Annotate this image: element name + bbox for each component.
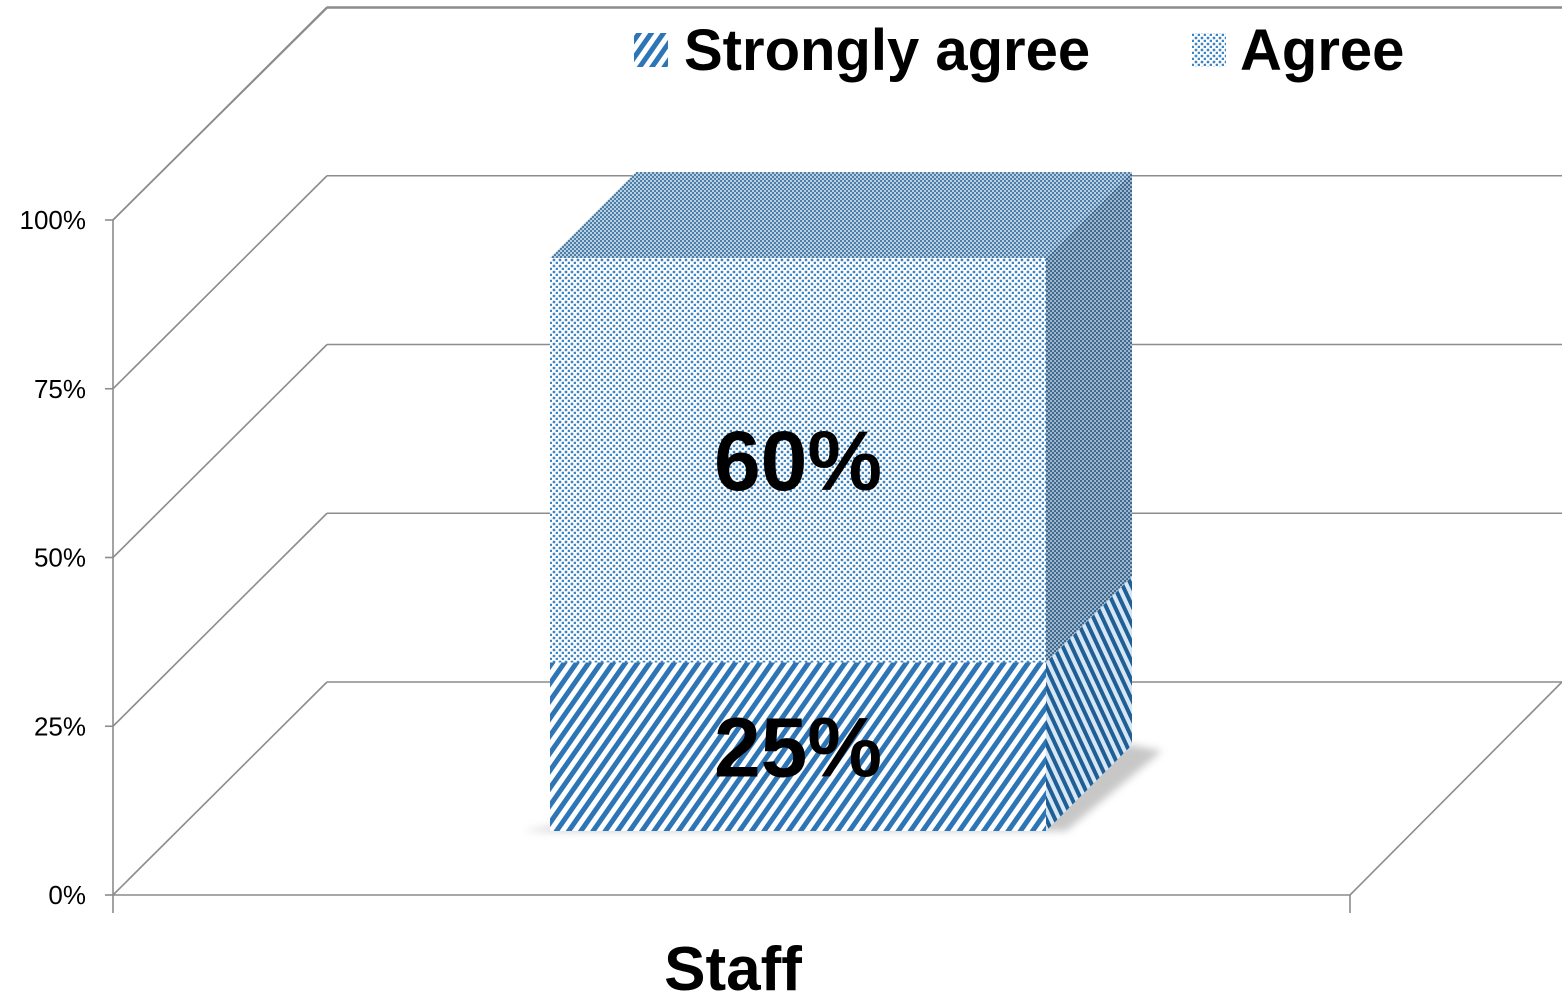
legend-label-agree: Agree [1240, 18, 1404, 83]
gridline-side-25 [112, 512, 328, 727]
bar-segment-agree [550, 258, 1046, 663]
y-tick-label-25: 25% [34, 711, 86, 741]
y-tick-label-75: 75% [34, 374, 86, 404]
y-tick-label-50: 50% [34, 543, 86, 573]
bar-top-agree [550, 172, 1132, 258]
bar-side-strongly-agree [1046, 576, 1132, 831]
wall-top-edge [112, 7, 328, 221]
gridline-side-0 [112, 681, 328, 896]
category-label-staff: Staff [664, 935, 802, 998]
data-label-agree: 60% [714, 414, 882, 508]
gridline-side-50 [112, 343, 328, 559]
floor-right-edge [1349, 681, 1562, 896]
legend: Strongly agree Agree [634, 18, 1404, 83]
legend-swatch-strongly-agree [634, 33, 668, 67]
y-tick-label-100: 100% [20, 205, 87, 235]
y-tick-label-0: 0% [48, 880, 86, 910]
legend-swatch-agree [1192, 33, 1226, 67]
data-label-strongly-agree: 25% [714, 701, 882, 795]
bars [522, 172, 1162, 831]
gridline-side-75 [112, 175, 328, 390]
bar-segment-strongly-agree [550, 662, 1046, 831]
legend-label-strongly-agree: Strongly agree [684, 18, 1090, 83]
bar-side-agree [1046, 172, 1132, 663]
data-labels: 25% 60% [714, 414, 882, 795]
y-axis: 0% 25% 50% 75% 100% [20, 205, 1562, 913]
